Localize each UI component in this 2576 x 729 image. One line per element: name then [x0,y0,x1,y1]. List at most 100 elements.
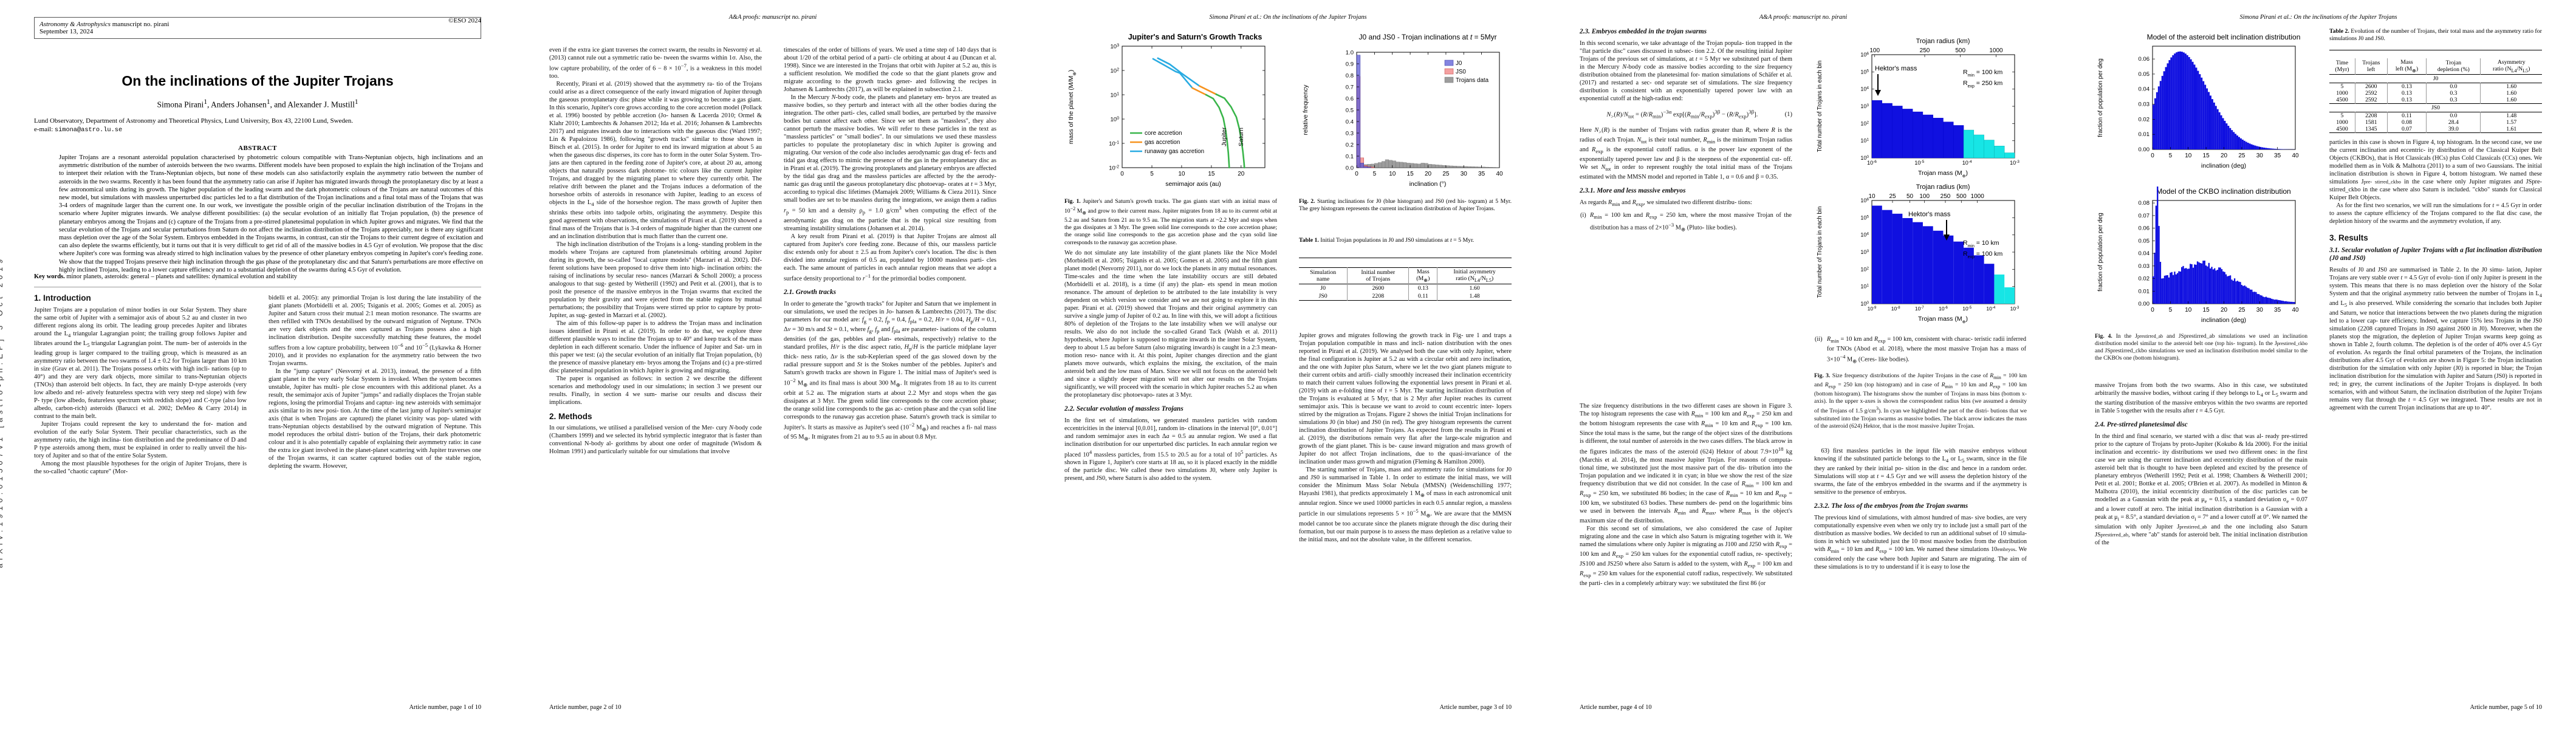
svg-text:Trojan mass (M⊕): Trojan mass (M⊕) [1918,315,1968,324]
svg-text:0: 0 [2151,152,2154,159]
svg-text:0.06: 0.06 [2139,225,2150,232]
svg-text:10-4: 10-4 [1962,160,1972,166]
svg-text:fraction of population per deg: fraction of population per deg [2097,213,2104,292]
svg-text:10: 10 [1178,171,1185,177]
svg-text:inclination (°): inclination (°) [1410,180,1447,188]
svg-text:106: 106 [1860,52,1869,58]
svg-text:Jupiter's and Saturn's Growth: Jupiter's and Saturn's Growth Tracks [1128,33,1262,41]
svg-text:104: 104 [1860,231,1869,238]
svg-text:Total number of Trojans in eac: Total number of Trojans in each bin [1817,207,1823,298]
svg-text:0.04: 0.04 [2139,86,2150,93]
svg-text:10: 10 [2185,152,2192,159]
svg-text:0.06: 0.06 [2139,56,2150,63]
svg-text:15: 15 [1407,171,1414,177]
svg-text:30: 30 [1461,171,1468,177]
svg-text:Rmin = 100 km: Rmin = 100 km [1963,69,2003,78]
svg-text:0.03: 0.03 [2139,263,2150,270]
svg-text:0.02: 0.02 [2139,116,2150,123]
svg-text:5: 5 [1373,171,1377,177]
svg-text:J0 and JS0 - Trojan inclinatio: J0 and JS0 - Trojan inclinations at t = … [1358,33,1496,41]
svg-text:35: 35 [2274,307,2281,313]
svg-text:10-6: 10-6 [1867,160,1877,166]
svg-text:10-9: 10-9 [1868,306,1877,312]
svg-text:102: 102 [1860,266,1869,273]
svg-text:40: 40 [1496,171,1503,177]
svg-text:20: 20 [1425,171,1432,177]
svg-text:JS0: JS0 [1456,69,1466,75]
svg-text:Saturn: Saturn [1238,128,1245,146]
svg-text:104: 104 [1860,86,1869,92]
svg-text:0.02: 0.02 [2139,276,2150,282]
svg-text:0: 0 [1120,171,1124,177]
svg-text:35: 35 [1478,171,1485,177]
svg-text:10-8: 10-8 [1891,306,1900,312]
svg-text:Jupiter: Jupiter [1221,127,1228,146]
svg-text:10-4: 10-4 [1986,306,1995,312]
svg-text:inclination (deg): inclination (deg) [2201,162,2246,169]
svg-text:101: 101 [1860,283,1869,290]
svg-text:25: 25 [1442,171,1450,177]
svg-text:0.01: 0.01 [2139,131,2150,138]
svg-text:10-1: 10-1 [1109,140,1119,148]
svg-text:Model of the CKBO inclination: Model of the CKBO inclination distributi… [2156,187,2290,196]
svg-text:0: 0 [1355,171,1358,177]
svg-text:Model of the asteroid belt inc: Model of the asteroid belt inclination d… [2147,33,2301,41]
svg-text:Hektor's mass: Hektor's mass [1875,65,1917,72]
svg-text:0.0: 0.0 [1346,165,1354,172]
svg-text:Total number of Trojans in eac: Total number of Trojans in each bin [1817,61,1823,152]
svg-text:102: 102 [1111,67,1120,75]
svg-text:40: 40 [2292,152,2299,159]
svg-text:5: 5 [1150,171,1154,177]
svg-text:mass of the planet (M/M⊕): mass of the planet (M/M⊕) [1067,70,1077,144]
svg-text:core accretion: core accretion [1145,130,1182,137]
svg-text:100: 100 [1111,116,1120,123]
svg-text:10: 10 [1389,171,1396,177]
svg-text:1.0: 1.0 [1346,50,1354,56]
svg-text:50: 50 [1906,193,1914,200]
svg-text:102: 102 [1860,120,1869,127]
svg-text:1000: 1000 [1971,193,1985,200]
svg-text:0.07: 0.07 [2139,213,2150,219]
svg-text:20: 20 [2221,152,2228,159]
svg-text:10-7: 10-7 [1915,306,1924,312]
svg-text:10: 10 [1868,193,1875,200]
svg-text:10-5: 10-5 [1962,306,1971,312]
svg-text:5: 5 [2169,307,2173,313]
svg-text:0.4: 0.4 [1346,119,1354,126]
svg-text:relative frequency: relative frequency [1302,84,1309,135]
svg-text:0.00: 0.00 [2139,146,2150,153]
svg-text:0.3: 0.3 [1346,131,1354,137]
svg-text:0.9: 0.9 [1346,61,1354,68]
svg-text:5: 5 [2169,152,2173,159]
svg-text:101: 101 [1111,92,1120,99]
svg-text:15: 15 [1208,171,1215,177]
svg-text:100: 100 [1919,193,1930,200]
svg-text:500: 500 [1955,47,1965,54]
svg-text:0.04: 0.04 [2139,250,2150,257]
svg-text:semimajor axis (au): semimajor axis (au) [1165,180,1221,188]
svg-text:15: 15 [2203,307,2210,313]
svg-text:40: 40 [2292,307,2299,313]
svg-text:103: 103 [1111,43,1120,50]
svg-text:30: 30 [2256,307,2264,313]
svg-text:fraction of population per deg: fraction of population per deg [2097,58,2104,137]
svg-text:103: 103 [1860,249,1869,256]
svg-text:0.01: 0.01 [2139,288,2150,295]
svg-text:J0: J0 [1456,60,1462,67]
svg-text:0: 0 [2151,307,2154,313]
svg-text:0.2: 0.2 [1346,142,1354,149]
svg-text:106: 106 [1860,197,1869,204]
svg-text:Trojan radius (km): Trojan radius (km) [1916,183,1970,191]
svg-text:10-6: 10-6 [1939,306,1948,312]
svg-text:10: 10 [2185,307,2192,313]
svg-text:0.5: 0.5 [1346,108,1354,114]
svg-text:Trojan mass (M⊕): Trojan mass (M⊕) [1918,169,1968,179]
svg-text:inclination (deg): inclination (deg) [2201,317,2246,324]
svg-text:0.08: 0.08 [2139,200,2150,207]
svg-text:Rmin = 10 km: Rmin = 10 km [1963,239,1999,248]
svg-text:0.1: 0.1 [1346,154,1354,160]
svg-text:25: 25 [1889,193,1896,200]
svg-text:10-3: 10-3 [2010,306,2019,312]
svg-text:25: 25 [2238,152,2245,159]
svg-text:100: 100 [1869,47,1880,54]
